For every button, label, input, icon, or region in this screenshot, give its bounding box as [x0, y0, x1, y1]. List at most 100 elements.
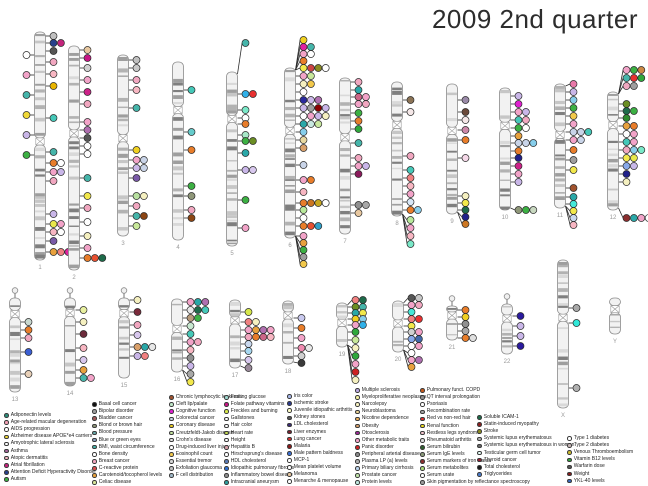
trait-dot [354, 162, 363, 170]
trait-dot [415, 328, 423, 336]
legend-item-label: Cleft lip/palate [175, 401, 208, 408]
legend-item: Serum urate [420, 472, 530, 479]
chromosome-10: 10 [499, 87, 538, 221]
trait-dot [622, 82, 631, 90]
trait-dot [314, 112, 323, 120]
trait-dot [354, 117, 363, 125]
chromosome-9: 9 [446, 83, 470, 228]
trait-dot [299, 161, 308, 169]
legend-item: Attention Deficit Hyperactivity Disorder [4, 469, 96, 476]
legend-swatch [4, 455, 9, 461]
legend-item: Freckles and burning [224, 408, 294, 415]
trait-dot [630, 214, 638, 222]
trait-dot [406, 232, 415, 240]
chromosome-3: 3 [117, 54, 148, 247]
trait-dot [461, 320, 470, 328]
legend-item-label: Ischemic stroke [293, 400, 329, 407]
legend-item-label: Autism [10, 475, 27, 482]
trait-dot [201, 298, 210, 306]
legend-swatch [4, 441, 9, 447]
trait-dot [622, 122, 631, 130]
chromosome-label: 15 [121, 383, 128, 389]
trait-dot [577, 128, 585, 136]
satellite-knob [120, 287, 128, 294]
trait-dot [186, 306, 195, 314]
trait-dot [584, 128, 593, 136]
legend-swatch [92, 466, 97, 471]
trait-dot [299, 104, 308, 112]
legend-item-label: Type 1 diabetes [573, 435, 610, 442]
legend-item-label: Exfoliation glaucoma [175, 464, 222, 471]
chromosome-label: 5 [230, 251, 234, 257]
trait-dot [461, 116, 470, 124]
trait-dot [24, 370, 33, 378]
legend-swatch [92, 444, 97, 450]
trait-dot [186, 314, 195, 322]
chromosome-label: 11 [557, 213, 564, 219]
chromosome-label: 1 [38, 265, 42, 271]
legend-item: Renal function [420, 422, 530, 429]
trait-dot [49, 148, 58, 156]
legend-swatch [355, 423, 360, 429]
legend-item: BMI, waist circumference [92, 444, 162, 451]
trait-dot [241, 120, 250, 128]
trait-dot [241, 106, 250, 114]
legend-item: Otosclerosis [355, 430, 427, 437]
trait-dot [406, 216, 415, 224]
legend-swatch [92, 437, 97, 443]
trait-dot [187, 206, 196, 214]
trait-dot [351, 321, 360, 329]
trait-dot [314, 222, 323, 230]
trait-dot [354, 154, 363, 162]
legend-swatch [224, 459, 229, 464]
trait-dot [307, 112, 315, 120]
legend-item: Weight [567, 470, 633, 477]
trait-dot [201, 306, 210, 314]
trait-dot [24, 334, 33, 342]
trait-dot [299, 50, 308, 58]
trait-dot [299, 57, 308, 65]
legend-item: Bladder cancer [92, 415, 162, 422]
chromosome-bands [35, 34, 45, 259]
trait-dot [241, 224, 250, 232]
trait-dot [359, 296, 367, 304]
trait-dot [259, 326, 268, 334]
trait-dot [461, 126, 470, 134]
legend-swatch [224, 466, 229, 471]
trait-dot [514, 132, 523, 140]
legend-item: Malaria [287, 443, 352, 450]
trait-dot [461, 206, 470, 214]
trait-dot [351, 328, 360, 336]
trait-dot [407, 342, 416, 350]
trait-dot [351, 376, 360, 384]
trait-dot [569, 136, 578, 144]
trait-dot [22, 151, 31, 159]
legend-item: AIDS progression [4, 426, 96, 433]
trait-dot [622, 214, 631, 222]
legend-swatch [224, 395, 229, 400]
trait-dot [299, 246, 308, 254]
legend-item: Statin-induced myopathy [477, 421, 574, 428]
legend-item: Recombination rate [420, 408, 530, 415]
page-title: 2009 2nd quarter [431, 4, 638, 34]
trait-dot [307, 176, 315, 184]
legend-item: C-reactive protein [92, 465, 162, 472]
chromosome-label: 6 [288, 243, 292, 249]
trait-dot [187, 182, 196, 190]
chromosome-4: 4 [172, 61, 196, 251]
chromosome-17: 17 [229, 299, 275, 379]
legend-item: Heart rate [224, 429, 294, 436]
trait-dot [299, 128, 308, 136]
legend-item: Cognitive function [169, 408, 242, 415]
legend-item-label: Venous Thromboembolism [573, 449, 634, 456]
legend-item: Male pattern baldness [287, 450, 352, 457]
trait-dot [630, 130, 638, 138]
legend-swatch [287, 472, 292, 477]
trait-dot [514, 206, 523, 214]
legend-swatch [287, 458, 292, 463]
chromosome-bands [118, 57, 128, 231]
chromosome-bands [285, 70, 295, 236]
trait-dot [354, 139, 363, 147]
chromosome-15: 15 [118, 287, 157, 389]
trait-dot [299, 64, 308, 72]
